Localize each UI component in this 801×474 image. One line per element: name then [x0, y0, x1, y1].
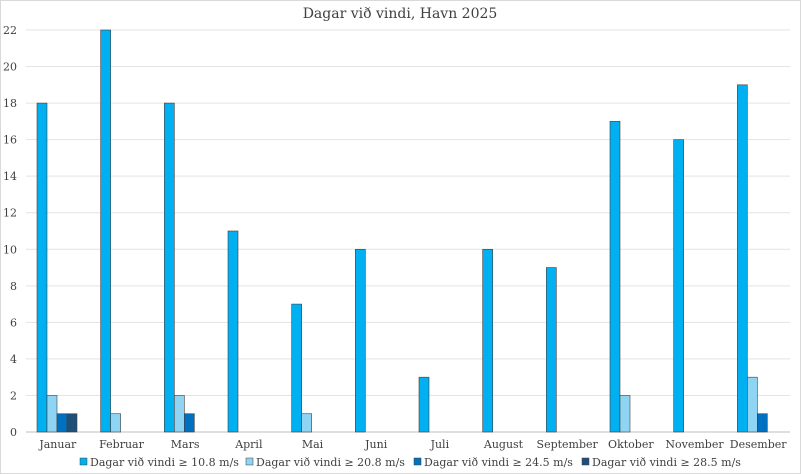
bar — [291, 303, 302, 433]
bar — [110, 413, 121, 433]
x-tick-label: Mai — [302, 438, 324, 451]
y-tick-label: 16 — [3, 134, 17, 147]
x-tick-label: November — [665, 438, 724, 451]
bar — [757, 413, 768, 433]
bar — [164, 102, 175, 433]
legend-label: Dagar við vindi ≥ 24.5 m/s — [424, 456, 573, 469]
legend: Dagar við vindi ≥ 10.8 m/s Dagar við vind… — [79, 456, 741, 469]
y-tick-label: 10 — [3, 243, 17, 256]
x-tick-label: April — [234, 438, 263, 451]
bar — [301, 413, 312, 433]
bar — [546, 267, 557, 433]
y-tick-label: 18 — [3, 97, 17, 110]
bar — [227, 230, 239, 433]
x-tick-label: Mars — [171, 438, 200, 451]
bar — [609, 121, 621, 433]
bar — [418, 376, 430, 433]
y-tick-label: 20 — [3, 61, 17, 74]
x-tick-label: September — [537, 438, 599, 451]
x-tick-label: Juni — [364, 438, 388, 451]
chart-title: Dagar við vindi, Havn 2025 — [303, 6, 498, 22]
bar — [66, 413, 78, 433]
x-tick-label: August — [483, 438, 524, 451]
bar — [482, 248, 493, 433]
grid-lines — [26, 29, 790, 433]
bar — [355, 248, 366, 433]
legend-label: Dagar við vindi ≥ 10.8 m/s — [90, 456, 239, 469]
bar — [747, 376, 758, 433]
y-tick-label: 6 — [10, 316, 17, 329]
legend-swatch — [413, 457, 422, 466]
x-tick-label: Juli — [430, 438, 450, 451]
bar — [36, 102, 48, 433]
legend-swatch — [245, 457, 254, 466]
legend-label: Dagar við vindi ≥ 20.8 m/s — [256, 456, 405, 469]
bar — [737, 84, 748, 433]
bar — [46, 395, 58, 433]
x-tick-label: Oktober — [608, 438, 654, 451]
x-tick-label: Februar — [99, 438, 144, 451]
legend-swatch — [79, 457, 88, 466]
x-tick-label: Desember — [730, 438, 787, 451]
bar — [56, 413, 68, 433]
legend-label: Dagar við vindi ≥ 28.5 m/s — [592, 456, 741, 469]
bar — [100, 29, 111, 433]
y-tick-label: 8 — [10, 280, 17, 293]
bar — [619, 395, 631, 433]
y-tick-label: 2 — [10, 389, 17, 402]
legend-swatch — [581, 457, 590, 466]
x-axis-labels: Januar Februar Mars April Mai Juni Juli August S… — [38, 438, 787, 451]
bars — [36, 29, 768, 433]
bar — [184, 413, 195, 433]
y-tick-label: 22 — [3, 24, 17, 37]
y-tick-label: 0 — [10, 426, 17, 439]
y-axis-ticks: 0 2 4 6 8 10 12 14 16 18 20 22 — [3, 24, 17, 439]
bar — [673, 139, 684, 433]
y-tick-label: 4 — [10, 353, 17, 366]
x-tick-label: Januar — [38, 438, 77, 451]
bar — [174, 395, 185, 433]
y-tick-label: 14 — [3, 170, 17, 183]
y-tick-label: 12 — [3, 207, 17, 220]
